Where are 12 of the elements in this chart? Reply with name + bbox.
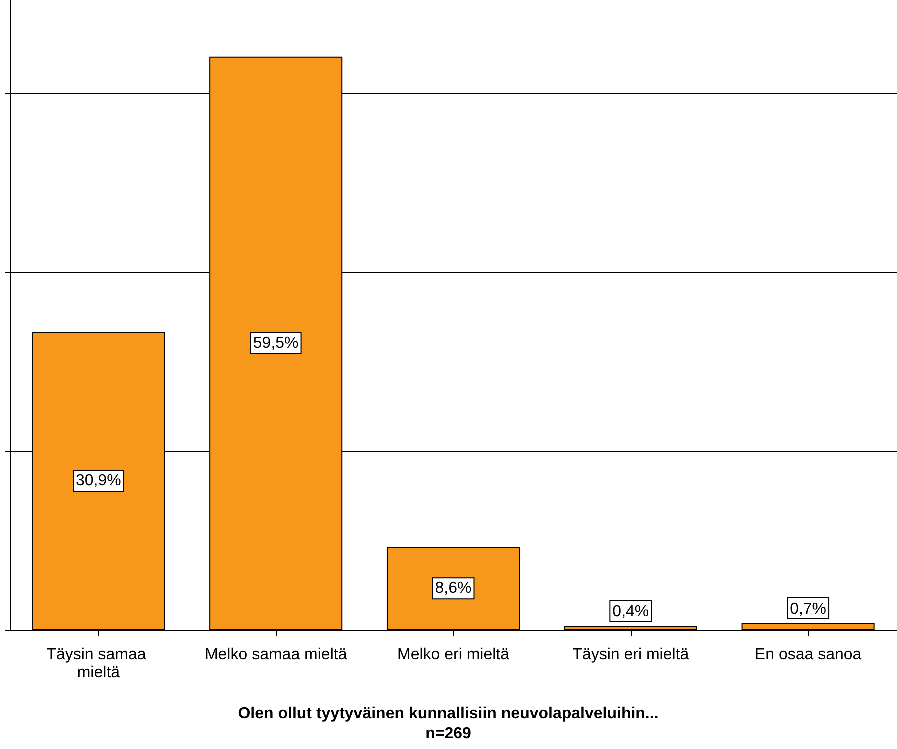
x-tick-label: Täysin samaa mieltä: [46, 646, 151, 682]
x-tick-label: Melko samaa mieltä: [204, 646, 348, 664]
x-tick-label: Täysin eri mieltä: [572, 646, 690, 664]
data-label: 59,5%: [253, 334, 299, 352]
data-label: 0,4%: [612, 604, 650, 621]
data-label: 30,9%: [76, 472, 122, 490]
x-axis-title: Olen ollut tyytyväinen kunnallisiin neuvolapalveluihin...: [238, 706, 659, 722]
data-label: 0,7%: [790, 600, 827, 618]
text: n=269: [426, 726, 472, 742]
x-tick-label: En osaa sanoa: [754, 646, 862, 664]
x-tick-label: Melko eri mieltä: [397, 646, 510, 664]
data-label: 8,6%: [435, 580, 472, 598]
